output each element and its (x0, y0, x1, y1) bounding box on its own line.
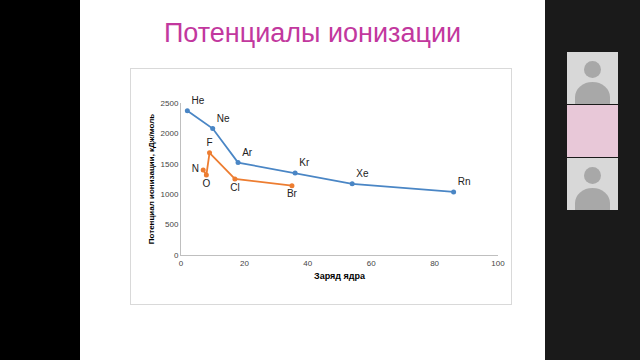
html-text:Потенциалы ионизации: Потенциалы ионизации (163, 18, 462, 48)
svg-text:0: 0 (174, 251, 179, 260)
svg-text:Br: Br (287, 188, 298, 199)
svg-text:Cl: Cl (230, 182, 239, 193)
svg-text:2000: 2000 (161, 129, 179, 138)
svg-text:60: 60 (367, 259, 376, 268)
svg-text:1500: 1500 (161, 160, 179, 169)
svg-text:Потенциал ионизации, кДж/моль: Потенциал ионизации, кДж/моль (147, 114, 156, 244)
svg-text:1000: 1000 (161, 190, 179, 199)
svg-text:F: F (206, 137, 212, 148)
svg-text:O: O (202, 178, 210, 189)
svg-text:He: He (191, 95, 204, 106)
svg-text:Ar: Ar (242, 147, 253, 158)
svg-text:N: N (192, 163, 199, 174)
svg-text:0: 0 (179, 259, 184, 268)
svg-text:Kr: Kr (299, 157, 310, 168)
svg-text:Xe: Xe (356, 168, 369, 179)
svg-text:2500: 2500 (161, 99, 179, 108)
svg-text:500: 500 (165, 220, 179, 229)
svg-text:Заряд ядра: Заряд ядра (314, 271, 366, 281)
svg-text:100: 100 (491, 259, 505, 268)
svg-text:20: 20 (240, 259, 249, 268)
svg-text:Rn: Rn (458, 176, 471, 187)
svg-text:80: 80 (430, 259, 439, 268)
svg-text:Ne: Ne (217, 113, 230, 124)
svg-text:40: 40 (303, 259, 312, 268)
